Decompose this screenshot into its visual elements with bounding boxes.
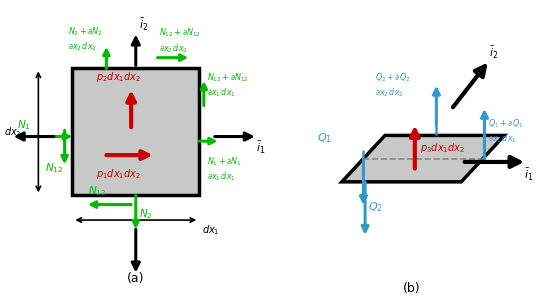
Text: $N_1+\partial N_1$
$\partial x_1\,dx_1$: $N_1+\partial N_1$ $\partial x_1\,dx_1$: [207, 155, 241, 183]
Text: $N_{12}+\partial N_{12}$
$\partial x_2\,dx_2$: $N_{12}+\partial N_{12}$ $\partial x_2\,…: [159, 27, 201, 55]
Text: $Q_2$: $Q_2$: [368, 200, 383, 214]
Text: $Q_1$: $Q_1$: [317, 132, 332, 145]
Text: (a): (a): [127, 272, 145, 285]
Bar: [73, 68, 199, 195]
Polygon shape: [342, 135, 504, 182]
Text: $p_3dx_1dx_2$: $p_3dx_1dx_2$: [420, 141, 465, 155]
Text: $dx_2$: $dx_2$: [4, 125, 22, 139]
Text: $\bar{i}_2$: $\bar{i}_2$: [490, 45, 499, 61]
Text: $\bar{i}_2$: $\bar{i}_2$: [139, 17, 148, 33]
Text: $N_2$: $N_2$: [139, 207, 152, 221]
Text: $N_{12}+\partial N_{12}$
$\partial x_1\,dx_1$: $N_{12}+\partial N_{12}$ $\partial x_1\,…: [207, 72, 249, 99]
Text: (b): (b): [403, 282, 420, 295]
Text: $dx_1$: $dx_1$: [202, 223, 220, 237]
Text: $\bar{i}_1$: $\bar{i}_1$: [524, 167, 534, 183]
Text: $p_2dx_1dx_2$: $p_2dx_1dx_2$: [96, 70, 141, 84]
Text: $N_1$: $N_1$: [16, 118, 30, 132]
Text: $N_{12}$: $N_{12}$: [45, 161, 63, 175]
Text: $N_2+\partial N_2$
$\partial x_2\,dx_2$: $N_2+\partial N_2$ $\partial x_2\,dx_2$: [68, 25, 102, 53]
Text: $Q_2+\partial Q_2$
$\partial x_2\,dx_2$: $Q_2+\partial Q_2$ $\partial x_2\,dx_2$: [375, 71, 410, 99]
Text: $Q_1+\partial Q_1$
$\partial x_1\,dx_1$: $Q_1+\partial Q_1$ $\partial x_1\,dx_1$: [488, 118, 523, 145]
Text: $N_{12}$: $N_{12}$: [88, 185, 106, 199]
Text: $\bar{i}_1$: $\bar{i}_1$: [256, 140, 266, 156]
Text: $p_1dx_1dx_2$: $p_1dx_1dx_2$: [96, 168, 141, 181]
